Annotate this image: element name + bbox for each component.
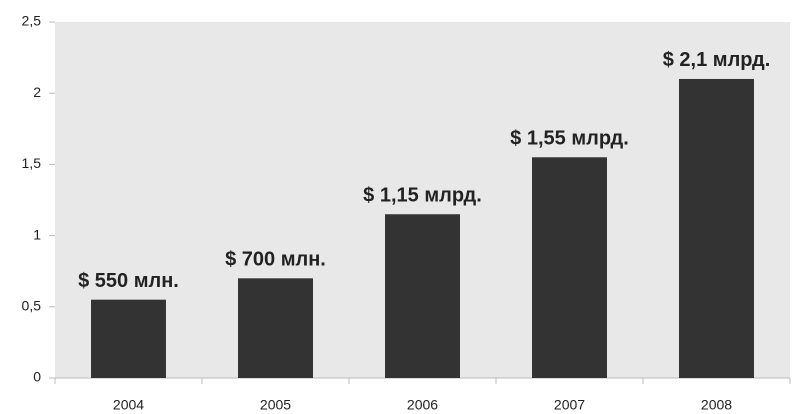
y-tick-label: 0,5 [22, 298, 42, 314]
x-tick-label: 2006 [407, 397, 438, 413]
bar [91, 299, 166, 378]
value-label: $ 2,1 млрд. [663, 49, 771, 71]
bar [532, 157, 607, 378]
y-tick-label: 2 [33, 84, 41, 100]
value-label: $ 550 млн. [78, 270, 179, 292]
y-tick-label: 1 [33, 226, 41, 242]
x-tick-label: 2008 [701, 397, 732, 413]
bar [385, 214, 460, 378]
x-tick-label: 2004 [113, 397, 144, 413]
value-label: $ 1,55 млрд. [510, 128, 629, 150]
value-label: $ 700 млн. [225, 249, 326, 271]
y-tick-label: 1,5 [22, 155, 42, 171]
bar [238, 278, 313, 378]
y-tick-label: 0 [33, 369, 41, 385]
value-label: $ 1,15 млрд. [363, 185, 482, 207]
x-tick-label: 2007 [554, 397, 585, 413]
x-tick-label: 2005 [260, 397, 291, 413]
y-tick-label: 2,5 [22, 13, 42, 29]
bar [679, 78, 754, 379]
